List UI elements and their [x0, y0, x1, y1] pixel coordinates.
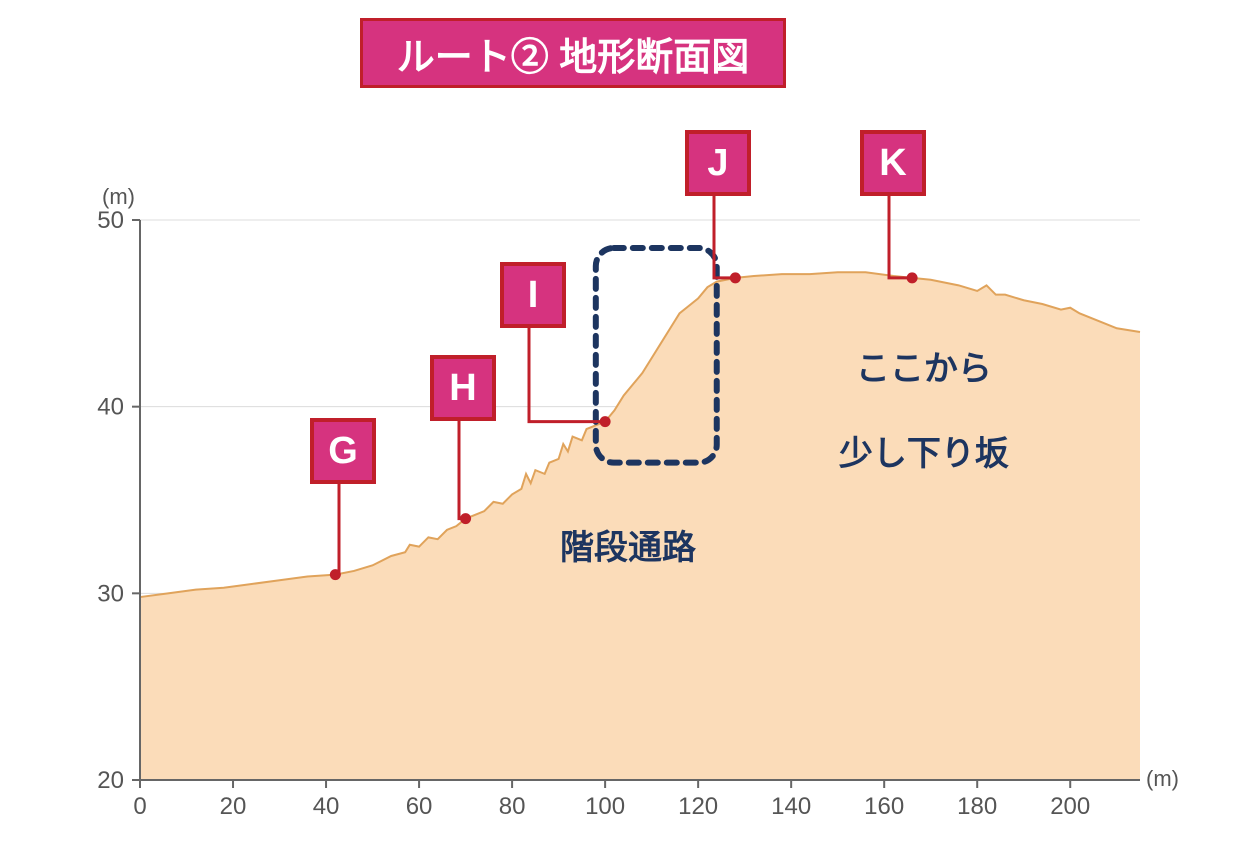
svg-text:60: 60 [406, 793, 433, 820]
marker-j: J [685, 130, 751, 196]
svg-text:80: 80 [499, 793, 526, 820]
y-axis-unit-label: (m) [102, 184, 135, 210]
downhill-annotation: ここから 少し下り坂 [820, 305, 1009, 475]
svg-text:100: 100 [585, 793, 625, 820]
marker-k: K [860, 130, 926, 196]
svg-text:140: 140 [771, 793, 811, 820]
elevation-profile-chart: 0 20 40 60 80 100 120 140 160 180 200 20 30 40 50 [0, 0, 1240, 860]
marker-i: I [500, 262, 566, 328]
downhill-line1: ここから [856, 350, 992, 388]
svg-text:40: 40 [97, 394, 124, 421]
marker-k-label: K [879, 142, 906, 185]
svg-text:20: 20 [97, 767, 124, 794]
svg-text:40: 40 [313, 793, 340, 820]
svg-text:200: 200 [1050, 793, 1090, 820]
svg-text:120: 120 [678, 793, 718, 820]
marker-j-label: J [707, 142, 728, 185]
marker-h-label: H [449, 367, 476, 410]
svg-text:0: 0 [133, 793, 146, 820]
svg-text:50: 50 [97, 207, 124, 234]
svg-text:20: 20 [220, 793, 247, 820]
marker-g: G [310, 418, 376, 484]
x-axis-unit-label: (m) [1146, 766, 1179, 792]
marker-h: H [430, 355, 496, 421]
marker-i-label: I [528, 274, 539, 317]
svg-text:180: 180 [957, 793, 997, 820]
stairs-annotation: 階段通路 [560, 520, 696, 569]
downhill-line2: 少し下り坂 [839, 435, 1009, 473]
marker-g-label: G [328, 430, 358, 473]
svg-text:30: 30 [97, 580, 124, 607]
svg-text:160: 160 [864, 793, 904, 820]
